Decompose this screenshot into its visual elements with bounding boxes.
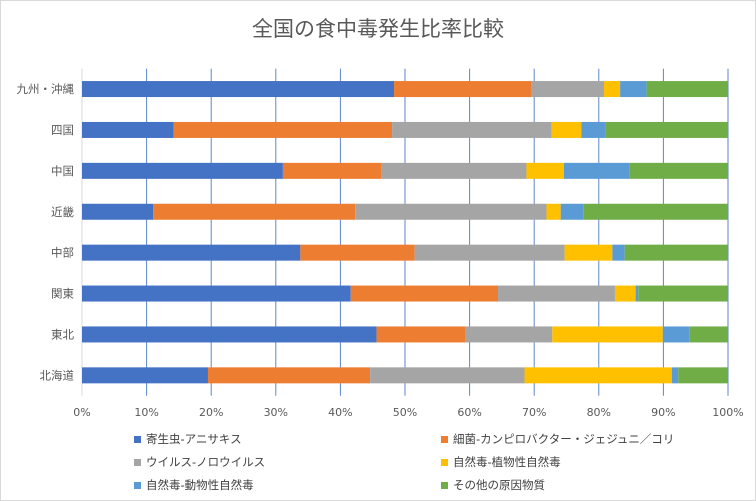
y-tick-label: 中部 xyxy=(51,246,74,260)
x-tick-label: 50% xyxy=(393,406,417,419)
legend-swatch xyxy=(134,435,141,443)
legend-swatch xyxy=(441,458,448,466)
bar-segment xyxy=(671,367,679,384)
legend-item: 自然毒-動物性自然毒 xyxy=(134,477,254,493)
legend-swatch xyxy=(441,435,448,443)
legend-item: ウイルス-ノロウイルス xyxy=(134,454,265,470)
bar-segment xyxy=(662,326,690,343)
bar-segment xyxy=(546,203,561,220)
bar-segment xyxy=(552,326,663,343)
x-tick-label: 40% xyxy=(328,406,352,419)
bar-segment xyxy=(82,121,174,138)
legend-item: 寄生虫-アニサキス xyxy=(134,431,242,447)
x-tick-label: 30% xyxy=(264,406,288,419)
bar-segment xyxy=(564,244,613,261)
x-tick-label: 10% xyxy=(134,406,158,419)
bar-segment xyxy=(465,326,553,343)
bar-segment xyxy=(300,244,415,261)
bar-segment xyxy=(629,162,728,179)
bar-segment xyxy=(614,285,636,302)
bar-segment xyxy=(394,81,532,98)
bar-segment xyxy=(153,203,356,220)
bar-segment xyxy=(581,121,606,138)
x-tick-label: 20% xyxy=(199,406,223,419)
bar-segment xyxy=(531,81,604,98)
bar-segment xyxy=(638,285,728,302)
legend-swatch xyxy=(134,458,141,466)
bar-segment xyxy=(381,162,527,179)
bar-segment xyxy=(82,81,395,98)
x-tick-label: 90% xyxy=(651,406,675,419)
x-tick-label: 0% xyxy=(73,406,90,419)
legend-label: その他の原因物質 xyxy=(453,478,545,492)
legend-item: その他の原因物質 xyxy=(441,477,545,493)
bar-segment xyxy=(392,121,552,138)
bar-segment xyxy=(635,285,639,302)
bar-segment xyxy=(350,285,499,302)
bar-segment xyxy=(82,203,154,220)
bar-segment xyxy=(583,203,728,220)
legend-swatch xyxy=(134,481,141,489)
bar-segment xyxy=(551,121,582,138)
y-tick-label: 関東 xyxy=(51,287,74,301)
bar-segment xyxy=(376,326,466,343)
bar-segment xyxy=(526,162,564,179)
y-tick-label: 四国 xyxy=(51,123,74,137)
bar-segment xyxy=(82,285,351,302)
bar-segment xyxy=(207,367,371,384)
y-tick-label: 東北 xyxy=(51,327,74,341)
chart-title: 全国の食中毒発生比率比較 xyxy=(252,17,504,41)
legend-swatch xyxy=(441,481,448,489)
x-tick-label: 70% xyxy=(522,406,546,419)
bar-segment xyxy=(355,203,547,220)
bar-segment xyxy=(678,367,728,384)
y-tick-label: 北海道 xyxy=(40,368,75,382)
legend-label: 自然毒-植物性自然毒 xyxy=(453,455,561,469)
bar-segment xyxy=(173,121,393,138)
bar-segment xyxy=(82,244,301,261)
x-tick-label: 100% xyxy=(712,406,743,419)
y-tick-label: 近畿 xyxy=(51,205,74,219)
bar-segment xyxy=(603,81,621,98)
x-tick-label: 80% xyxy=(587,406,611,419)
legend-label: 寄生虫-アニサキス xyxy=(146,432,242,446)
bar-segment xyxy=(624,244,728,261)
bar-segment xyxy=(82,162,283,179)
bar-segment xyxy=(689,326,728,343)
bar-segment xyxy=(498,285,615,302)
legend-label: 自然毒-動物性自然毒 xyxy=(146,478,254,492)
x-tick-label: 60% xyxy=(457,406,481,419)
bar-segment xyxy=(82,367,208,384)
bar-segment xyxy=(282,162,382,179)
bar-segment xyxy=(646,81,728,98)
legend-label: 細菌-カンピロバクター・ジェジュニ／コリ xyxy=(453,432,675,446)
y-tick-label: 中国 xyxy=(51,164,74,178)
bar-segment xyxy=(605,121,728,138)
legend-item: 細菌-カンピロバクター・ジェジュニ／コリ xyxy=(441,431,674,447)
bar-segment xyxy=(82,326,377,343)
bar-segment xyxy=(414,244,565,261)
legend-item: 自然毒-植物性自然毒 xyxy=(441,454,561,470)
bar-segment xyxy=(524,367,672,384)
y-tick-label: 九州・沖縄 xyxy=(17,82,75,96)
bar-segment xyxy=(560,203,584,220)
legend-label: ウイルス-ノロウイルス xyxy=(146,455,266,469)
bar-segment xyxy=(370,367,525,384)
bar-segment xyxy=(612,244,625,261)
bar-segment xyxy=(620,81,647,98)
bar-segment xyxy=(563,162,630,179)
